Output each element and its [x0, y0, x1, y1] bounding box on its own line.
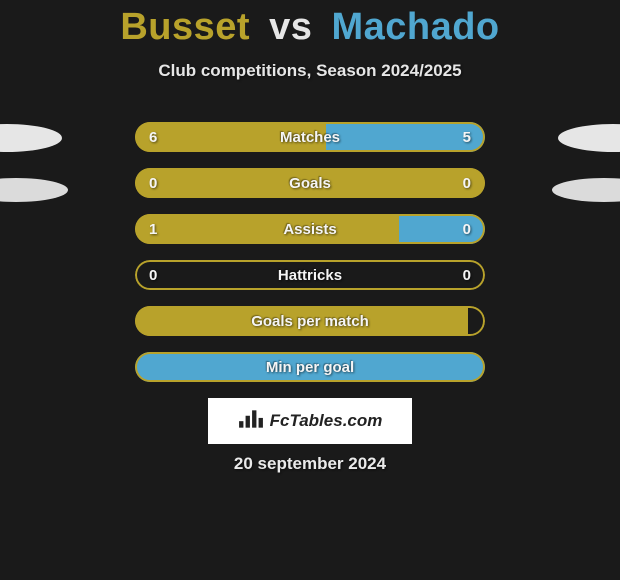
- stat-label: Hattricks: [135, 260, 485, 290]
- stat-row: 00Goals: [135, 168, 485, 198]
- stat-row: 00Hattricks: [135, 260, 485, 290]
- stat-label: Matches: [135, 122, 485, 152]
- decorative-ellipse: [0, 124, 62, 152]
- bar-chart-icon: [238, 408, 264, 435]
- stat-label: Assists: [135, 214, 485, 244]
- stats-container: 65Matches 00Goals 10Assists 00Hattricks Goal…: [135, 122, 485, 398]
- stat-label: Goals: [135, 168, 485, 198]
- stat-row: Goals per match: [135, 306, 485, 336]
- player1-name: Busset: [120, 6, 250, 48]
- brand-text: FcTables.com: [270, 411, 383, 431]
- decorative-ellipse: [552, 178, 620, 202]
- snapshot-date: 20 september 2024: [0, 454, 620, 474]
- stat-label: Min per goal: [135, 352, 485, 382]
- season-subtitle: Club competitions, Season 2024/2025: [0, 61, 620, 81]
- vs-separator: vs: [269, 6, 312, 48]
- decorative-ellipse: [0, 178, 68, 202]
- decorative-ellipse: [558, 124, 620, 152]
- brand-badge: FcTables.com: [208, 398, 412, 444]
- stat-row: 65Matches: [135, 122, 485, 152]
- stat-row: Min per goal: [135, 352, 485, 382]
- stat-row: 10Assists: [135, 214, 485, 244]
- player2-name: Machado: [331, 6, 499, 48]
- stat-label: Goals per match: [135, 306, 485, 336]
- comparison-title: Busset vs Machado: [0, 0, 620, 49]
